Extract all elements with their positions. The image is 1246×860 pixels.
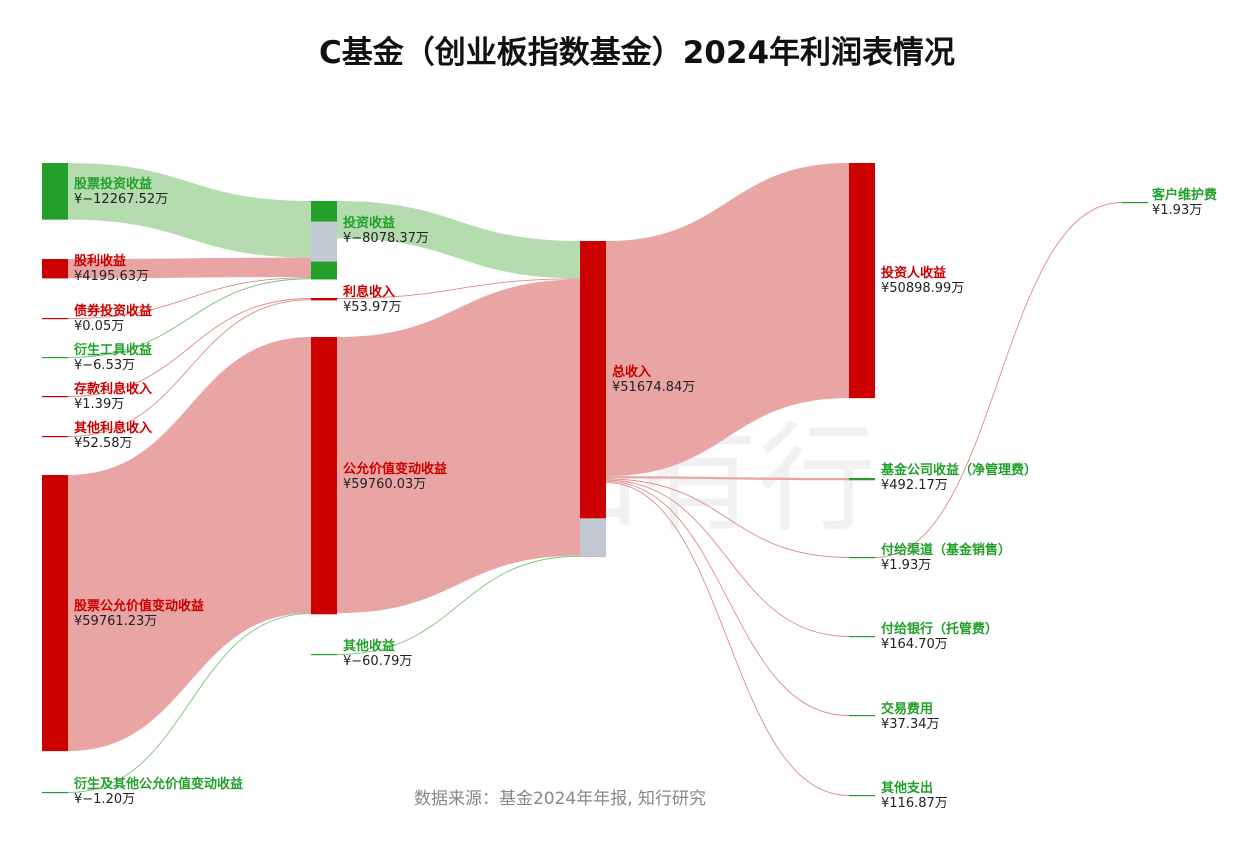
node-bar-other_income [311,654,337,656]
flow-other_income-to-total [336,555,581,655]
node-bar-total [580,241,606,557]
node-label-derivative: 衍生工具收益 [73,342,152,358]
node-value-invest: ¥−8078.37万 [343,231,429,246]
flow-fv-to-total [337,279,580,614]
node-bar-client [1122,202,1148,204]
node-value-mgmt: ¥492.17万 [881,478,948,493]
flow-channel-to-client [874,202,1123,558]
sankey-labels: 股票投资收益¥−12267.52万股利收益¥4195.63万债券投资收益¥0.0… [73,176,1217,811]
node-label-invest: 投资收益 [343,215,395,231]
node-value-stock_fv: ¥59761.23万 [74,614,157,629]
node-bar-deriv_fv [42,792,68,794]
node-bar-trade [849,715,875,717]
node-label-other_exp: 其他支出 [881,780,933,796]
flow-total-to-channel [605,478,850,558]
node-label-bond: 债券投资收益 [74,303,152,319]
node-value-bond: ¥0.05万 [74,319,124,334]
node-value-other_exp: ¥116.87万 [881,796,948,811]
node-bar-channel [849,557,875,559]
node-value-channel: ¥1.93万 [881,558,931,573]
node-value-investor: ¥50898.99万 [881,281,964,296]
node-value-other_interest: ¥52.58万 [74,436,133,451]
node-value-deriv_fv: ¥−1.20万 [74,792,135,807]
node-value-trade: ¥37.34万 [881,717,940,732]
flow-total-to-other_exp [605,482,850,796]
node-label-stock_fv: 股票公允价值变动收益 [74,598,204,614]
node-bar-deposit [42,396,68,398]
node-label-trade: 交易费用 [881,701,933,717]
node-bar-stock_invest [42,163,68,220]
chart-title: C基金（创业板指数基金）2024年利润表情况 [319,35,955,71]
node-label-total: 总收入 [612,364,651,380]
node-bar-dividend [42,259,68,279]
node-bar-bond [42,318,68,320]
node-value-bank: ¥164.70万 [881,637,948,652]
node-label-channel: 付给渠道（基金销售） [881,542,1011,558]
node-label-mgmt: 基金公司收益（净管理费） [880,462,1037,478]
node-label-interest: 利息收入 [343,284,395,300]
node-label-other_income: 其他收益 [343,638,395,654]
flow-total-to-bank [605,479,850,637]
flow-deposit-to-interest [67,298,312,397]
node-bar-mgmt [849,478,875,481]
node-bar-investor [849,163,875,399]
node-value-deposit: ¥1.39万 [74,397,124,412]
node-value-client: ¥1.93万 [1152,203,1202,218]
node-label-other_interest: 其他利息收入 [74,420,152,436]
flow-other_interest-to-interest [67,299,312,437]
flow-total-to-mgmt [606,476,849,481]
flow-stock_invest-to-invest [68,163,311,258]
flow-bond-to-invest [67,277,312,319]
node-bar-other_exp [849,795,875,797]
node-bar-interest [311,298,337,301]
node-label-bank: 付给银行（托管费） [881,621,998,637]
flow-total-to-trade [605,480,850,716]
node-value-interest: ¥53.97万 [343,300,402,315]
flow-stock_fv-to-fv [68,337,311,752]
flow-derivative-to-invest [67,278,312,358]
node-value-derivative: ¥−6.53万 [74,358,135,373]
node-offset-invest [311,221,337,262]
node-offset-total [580,518,606,557]
node-value-stock_invest: ¥−12267.52万 [74,192,168,207]
node-bar-bank [849,636,875,638]
node-label-dividend: 股利收益 [74,253,126,269]
sankey-links [67,163,1123,796]
chart-source: 数据来源：基金2024年年报, 知行研究 [414,789,706,809]
node-label-deriv_fv: 衍生及其他公允价值变动收益 [73,776,243,792]
node-bar-derivative [42,357,68,359]
flow-total-to-investor [606,163,849,477]
node-label-deposit: 存款利息收入 [74,381,152,397]
node-bar-fv [311,337,337,615]
node-value-fv: ¥59760.03万 [343,477,426,492]
flow-invest-to-total [337,201,580,279]
node-bar-stock_fv [42,475,68,752]
node-label-client: 客户维护费 [1152,187,1217,203]
node-label-investor: 投资人收益 [881,265,946,281]
flow-deriv_fv-to-fv [67,613,312,793]
flow-dividend-to-invest [68,257,311,279]
sankey-nodes [42,163,1148,797]
node-value-other_income: ¥−60.79万 [343,654,412,669]
node-label-fv: 公允价值变动收益 [343,461,447,477]
flow-interest-to-total [336,278,581,299]
node-value-dividend: ¥4195.63万 [74,269,149,284]
node-label-stock_invest: 股票投资收益 [74,176,152,192]
node-value-total: ¥51674.84万 [612,380,695,395]
node-bar-other_interest [42,436,68,438]
